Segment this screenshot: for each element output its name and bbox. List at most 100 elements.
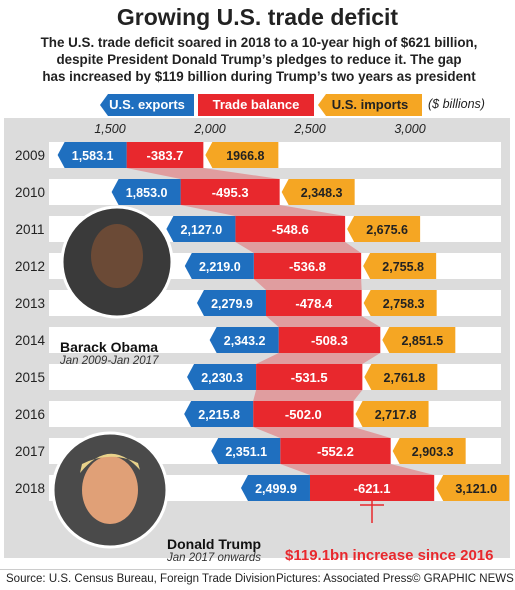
balance-value: -548.6	[272, 222, 309, 237]
chart-title: Growing U.S. trade deficit	[116, 4, 399, 30]
import-marker	[363, 290, 437, 316]
balance-value: -536.8	[289, 259, 326, 274]
export-marker	[111, 179, 181, 205]
legend-exports: U.S. exports	[100, 94, 194, 116]
balance-bar	[280, 438, 391, 464]
import-value: 2,903.3	[412, 445, 454, 459]
balance-connector	[126, 168, 280, 179]
import-marker	[363, 253, 437, 279]
balance-value: -495.3	[212, 185, 249, 200]
pictures-credit: Pictures: Associated Press	[276, 573, 413, 585]
trump-face	[82, 456, 138, 524]
balance-bar	[126, 142, 204, 168]
balance-connector	[180, 205, 346, 216]
export-marker	[184, 253, 254, 279]
balance-connector	[253, 279, 362, 290]
import-marker	[364, 364, 438, 390]
legend: U.S. exports Trade balance U.S. imports	[0, 94, 515, 116]
balance-connector	[235, 242, 362, 253]
export-value: 1,853.0	[126, 186, 168, 200]
import-marker	[347, 216, 421, 242]
obama-name: Barack Obama	[60, 339, 159, 355]
obama-face	[91, 224, 143, 288]
export-value: 2,279.9	[211, 297, 253, 311]
balance-bar	[309, 475, 435, 501]
x-tick-label: 2,500	[293, 122, 325, 136]
export-value: 1,583.1	[72, 149, 114, 163]
chart-subtitle: The U.S. trade deficit soared in 2018 to…	[14, 34, 504, 85]
import-value: 1966.8	[226, 149, 264, 163]
graphic-news-credit: © GRAPHIC NEWS	[412, 573, 514, 585]
balance-value: -383.7	[147, 148, 184, 163]
export-value: 2,499.9	[255, 482, 297, 496]
export-marker	[166, 216, 236, 242]
year-label: 2015	[15, 370, 45, 385]
legend-imports: U.S. imports	[318, 94, 422, 116]
unit-label: ($ billions)	[428, 97, 485, 111]
footer: Source: U.S. Census Bureau, Foreign Trad…	[0, 569, 515, 590]
year-label: 2014	[15, 333, 46, 348]
balance-bar	[265, 290, 362, 316]
import-marker	[281, 179, 355, 205]
balance-bar	[253, 401, 354, 427]
year-label: 2009	[15, 148, 45, 163]
export-marker	[184, 401, 254, 427]
export-value: 2,127.0	[181, 223, 223, 237]
export-value: 2,215.8	[198, 408, 240, 422]
balance-connector	[280, 464, 435, 475]
balance-value: -621.1	[354, 481, 391, 496]
import-value: 2,755.8	[382, 260, 424, 274]
trump-caption: Donald Trump Jan 2017 onwards	[167, 536, 261, 564]
export-marker	[209, 327, 279, 353]
import-value: 2,758.3	[383, 297, 425, 311]
year-label: 2010	[15, 185, 45, 200]
balance-bar	[253, 253, 362, 279]
export-marker	[196, 290, 266, 316]
legend-balance: Trade balance	[198, 94, 314, 116]
export-value: 2,230.3	[201, 371, 243, 385]
x-tick-label: 3,000	[394, 122, 425, 136]
import-marker	[392, 438, 466, 464]
balance-value: -531.5	[291, 370, 328, 385]
balance-bar	[235, 216, 346, 242]
balance-bar	[278, 327, 381, 353]
export-value: 2,351.1	[225, 445, 267, 459]
balance-connector	[253, 427, 391, 438]
import-value: 2,348.3	[301, 186, 343, 200]
balance-connector	[253, 390, 363, 401]
import-value: 2,717.8	[375, 408, 417, 422]
export-marker	[240, 475, 310, 501]
balance-value: -508.3	[311, 333, 348, 348]
balance-value: -478.4	[295, 296, 333, 311]
subtitle-line: has increased by $119 billion during Tru…	[42, 69, 476, 84]
export-value: 2,343.2	[224, 334, 266, 348]
import-marker	[436, 475, 510, 501]
balance-bar	[256, 364, 363, 390]
trade-chart: 1,500 2,000 2,500 3,000 2009 -383.7 1,583.1 196…	[4, 118, 510, 558]
x-tick-label: 2,000	[193, 122, 225, 136]
import-value: 2,761.8	[384, 371, 426, 385]
export-marker	[211, 438, 281, 464]
import-marker	[205, 142, 279, 168]
year-label: 2011	[15, 222, 44, 237]
increase-highlight: $119.1bn increase since 2016	[285, 547, 494, 564]
trump-term: Jan 2017 onwards	[167, 552, 261, 564]
x-tick-label: 1,500	[94, 122, 125, 136]
export-value: 2,219.0	[199, 260, 241, 274]
balance-connector	[265, 316, 381, 327]
year-label: 2018	[15, 481, 45, 496]
subtitle-line: The U.S. trade deficit soared in 2018 to…	[40, 35, 478, 50]
obama-term: Jan 2009-Jan 2017	[60, 355, 159, 367]
balance-connector	[256, 353, 381, 364]
trump-name: Donald Trump	[167, 536, 262, 552]
import-marker	[382, 327, 456, 353]
import-value: 2,675.6	[366, 223, 408, 237]
obama-caption: Barack Obama Jan 2009-Jan 2017	[60, 339, 158, 367]
year-label: 2012	[15, 259, 45, 274]
year-label: 2013	[15, 296, 45, 311]
year-label: 2017	[15, 444, 45, 459]
import-value: 2,851.5	[401, 334, 443, 348]
export-marker	[57, 142, 127, 168]
import-marker	[355, 401, 429, 427]
import-value: 3,121.0	[455, 482, 497, 496]
